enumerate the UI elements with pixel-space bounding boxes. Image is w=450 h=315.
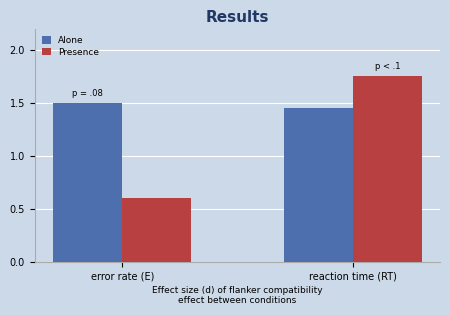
X-axis label: Effect size (d) of flanker compatibility
effect between conditions: Effect size (d) of flanker compatibility…	[152, 286, 323, 305]
Bar	[353, 77, 422, 262]
Text: p = .08: p = .08	[72, 89, 103, 98]
Legend: Alone, Presence: Alone, Presence	[39, 33, 102, 59]
Bar	[53, 103, 122, 262]
Text: p < .1: p < .1	[374, 62, 400, 71]
Bar	[122, 198, 191, 262]
Title: Results: Results	[206, 10, 269, 25]
Bar	[284, 108, 353, 262]
